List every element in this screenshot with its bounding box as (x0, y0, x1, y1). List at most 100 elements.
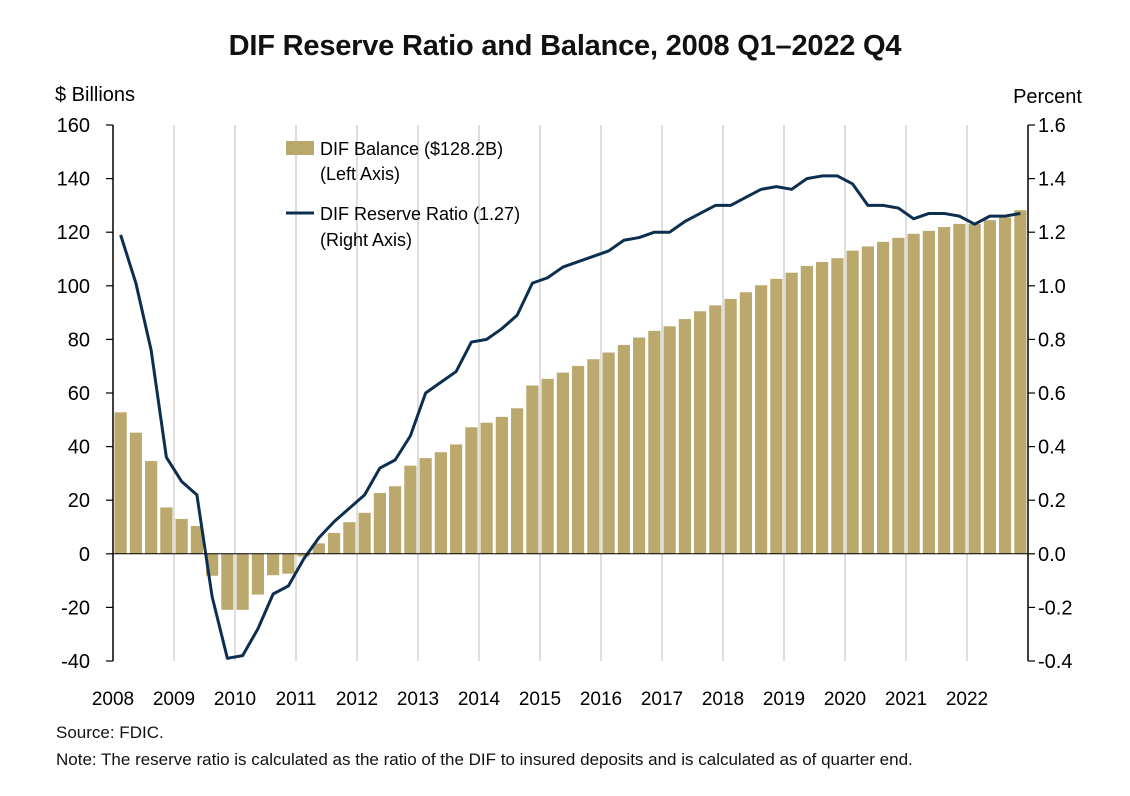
right-tick-label: 1.0 (1038, 276, 1066, 298)
balance-bar (267, 553, 280, 576)
balance-bar (831, 258, 844, 554)
balance-bar (251, 553, 264, 595)
balance-bar (114, 412, 127, 554)
x-tick-labels: 2008 2009 2010 2011 2012 2013 2014 2015 2016 2017… (92, 689, 988, 710)
balance-bar (160, 507, 173, 554)
axes (106, 124, 1035, 662)
x-tick-label: 2016 (580, 689, 622, 710)
balance-bar (846, 250, 859, 554)
left-tick-label: 80 (68, 329, 90, 351)
balance-bar (861, 246, 874, 554)
left-tick-label: 20 (68, 490, 90, 512)
balance-bar (617, 345, 630, 554)
x-tick-label: 2021 (885, 689, 927, 710)
balance-bars (114, 210, 1027, 610)
x-tick-label: 2017 (641, 689, 683, 710)
left-tick-label: 140 (57, 169, 90, 191)
x-tick-label: 2008 (92, 689, 134, 710)
x-tick-label: 2013 (397, 689, 439, 710)
balance-bar (800, 265, 813, 554)
balance-bar (755, 285, 768, 554)
balance-bar (694, 311, 707, 554)
balance-bar (724, 298, 737, 554)
reserve-ratio-line-layer (119, 174, 1021, 660)
right-tick-label: -0.2 (1038, 597, 1072, 619)
left-tick-label: 40 (68, 437, 90, 459)
balance-bar (434, 452, 447, 554)
balance-bar (145, 461, 158, 554)
balance-bar (541, 378, 554, 554)
balance-bar (678, 319, 691, 554)
x-tick-label: 2011 (276, 689, 317, 710)
left-tick-label: -20 (61, 597, 90, 619)
chart-title: DIF Reserve Ratio and Balance, 2008 Q1–2… (228, 30, 902, 62)
right-tick-label: 0.6 (1038, 383, 1066, 405)
balance-bar (129, 432, 142, 554)
balance-bar (877, 241, 890, 554)
legend-swatch-balance (286, 141, 314, 155)
right-tick-label: 0.8 (1038, 329, 1066, 351)
balance-bar (663, 326, 676, 554)
right-tick-label: 1.2 (1038, 222, 1066, 244)
x-tick-label: 2014 (458, 689, 501, 710)
balance-bar (236, 553, 249, 610)
legend-label-ratio-axis: (Right Axis) (320, 230, 412, 250)
balance-bar (190, 525, 203, 554)
balance-bar (709, 305, 722, 554)
x-tick-label: 2019 (763, 689, 805, 710)
balance-bar (404, 465, 417, 554)
legend-label-balance: DIF Balance ($128.2B) (320, 139, 503, 159)
balance-bar (892, 237, 905, 554)
left-tick-label: -40 (61, 651, 90, 673)
x-tick-label: 2010 (214, 689, 256, 710)
right-tick-label: 1.6 (1038, 115, 1066, 137)
balance-bar (816, 261, 829, 554)
balance-bar (282, 553, 295, 574)
right-axis-label: Percent (1013, 86, 1082, 108)
right-tick-label: -0.4 (1038, 651, 1072, 673)
x-tick-label: 2012 (336, 689, 378, 710)
legend-label-balance-axis: (Left Axis) (320, 164, 400, 184)
balance-bar (343, 522, 356, 554)
balance-bar (572, 365, 585, 554)
balance-bar (922, 230, 935, 554)
x-tick-label: 2020 (824, 689, 866, 710)
left-tick-label: 120 (57, 222, 90, 244)
balance-bar (175, 518, 188, 554)
right-tick-label: 1.4 (1038, 169, 1066, 191)
balance-bar (1014, 210, 1027, 554)
balance-bar (465, 427, 478, 554)
left-axis-label: $ Billions (55, 84, 135, 106)
balance-bar (785, 272, 798, 554)
balance-bar (739, 292, 752, 554)
balance-bar (511, 408, 524, 554)
balance-bar (770, 278, 783, 554)
left-tick-label: 60 (68, 383, 90, 405)
balance-bar (938, 227, 951, 554)
balance-bar (983, 220, 996, 554)
balance-bar (495, 416, 508, 554)
balance-bar (297, 553, 310, 557)
x-tick-label: 2018 (702, 689, 744, 710)
balance-bar (907, 233, 920, 554)
balance-bar (312, 543, 325, 554)
legend: DIF Balance ($128.2B) (Left Axis) DIF Re… (286, 139, 520, 250)
balance-bar (953, 223, 966, 554)
left-tick-label: 0 (79, 544, 90, 566)
balance-bar (526, 385, 539, 554)
right-tick-labels: 1.6 1.4 1.2 1.0 0.8 0.6 0.4 0.2 0.0 -0.2 -0.4 (1038, 115, 1072, 673)
balance-bar (328, 532, 341, 554)
balance-bar (419, 458, 432, 554)
source-note: Source: FDIC. (56, 723, 164, 742)
balance-bar (358, 512, 371, 554)
x-tick-label: 2015 (519, 689, 561, 710)
left-tick-labels: 160 140 120 100 80 60 40 20 0 -20 -40 (57, 115, 90, 673)
legend-label-ratio: DIF Reserve Ratio (1.27) (320, 204, 520, 224)
right-tick-label: 0.2 (1038, 490, 1066, 512)
balance-bar (648, 330, 661, 554)
balance-bar (373, 492, 386, 554)
balance-bar (633, 337, 646, 554)
reserve-ratio-line (119, 174, 1021, 660)
balance-bar (450, 444, 463, 554)
